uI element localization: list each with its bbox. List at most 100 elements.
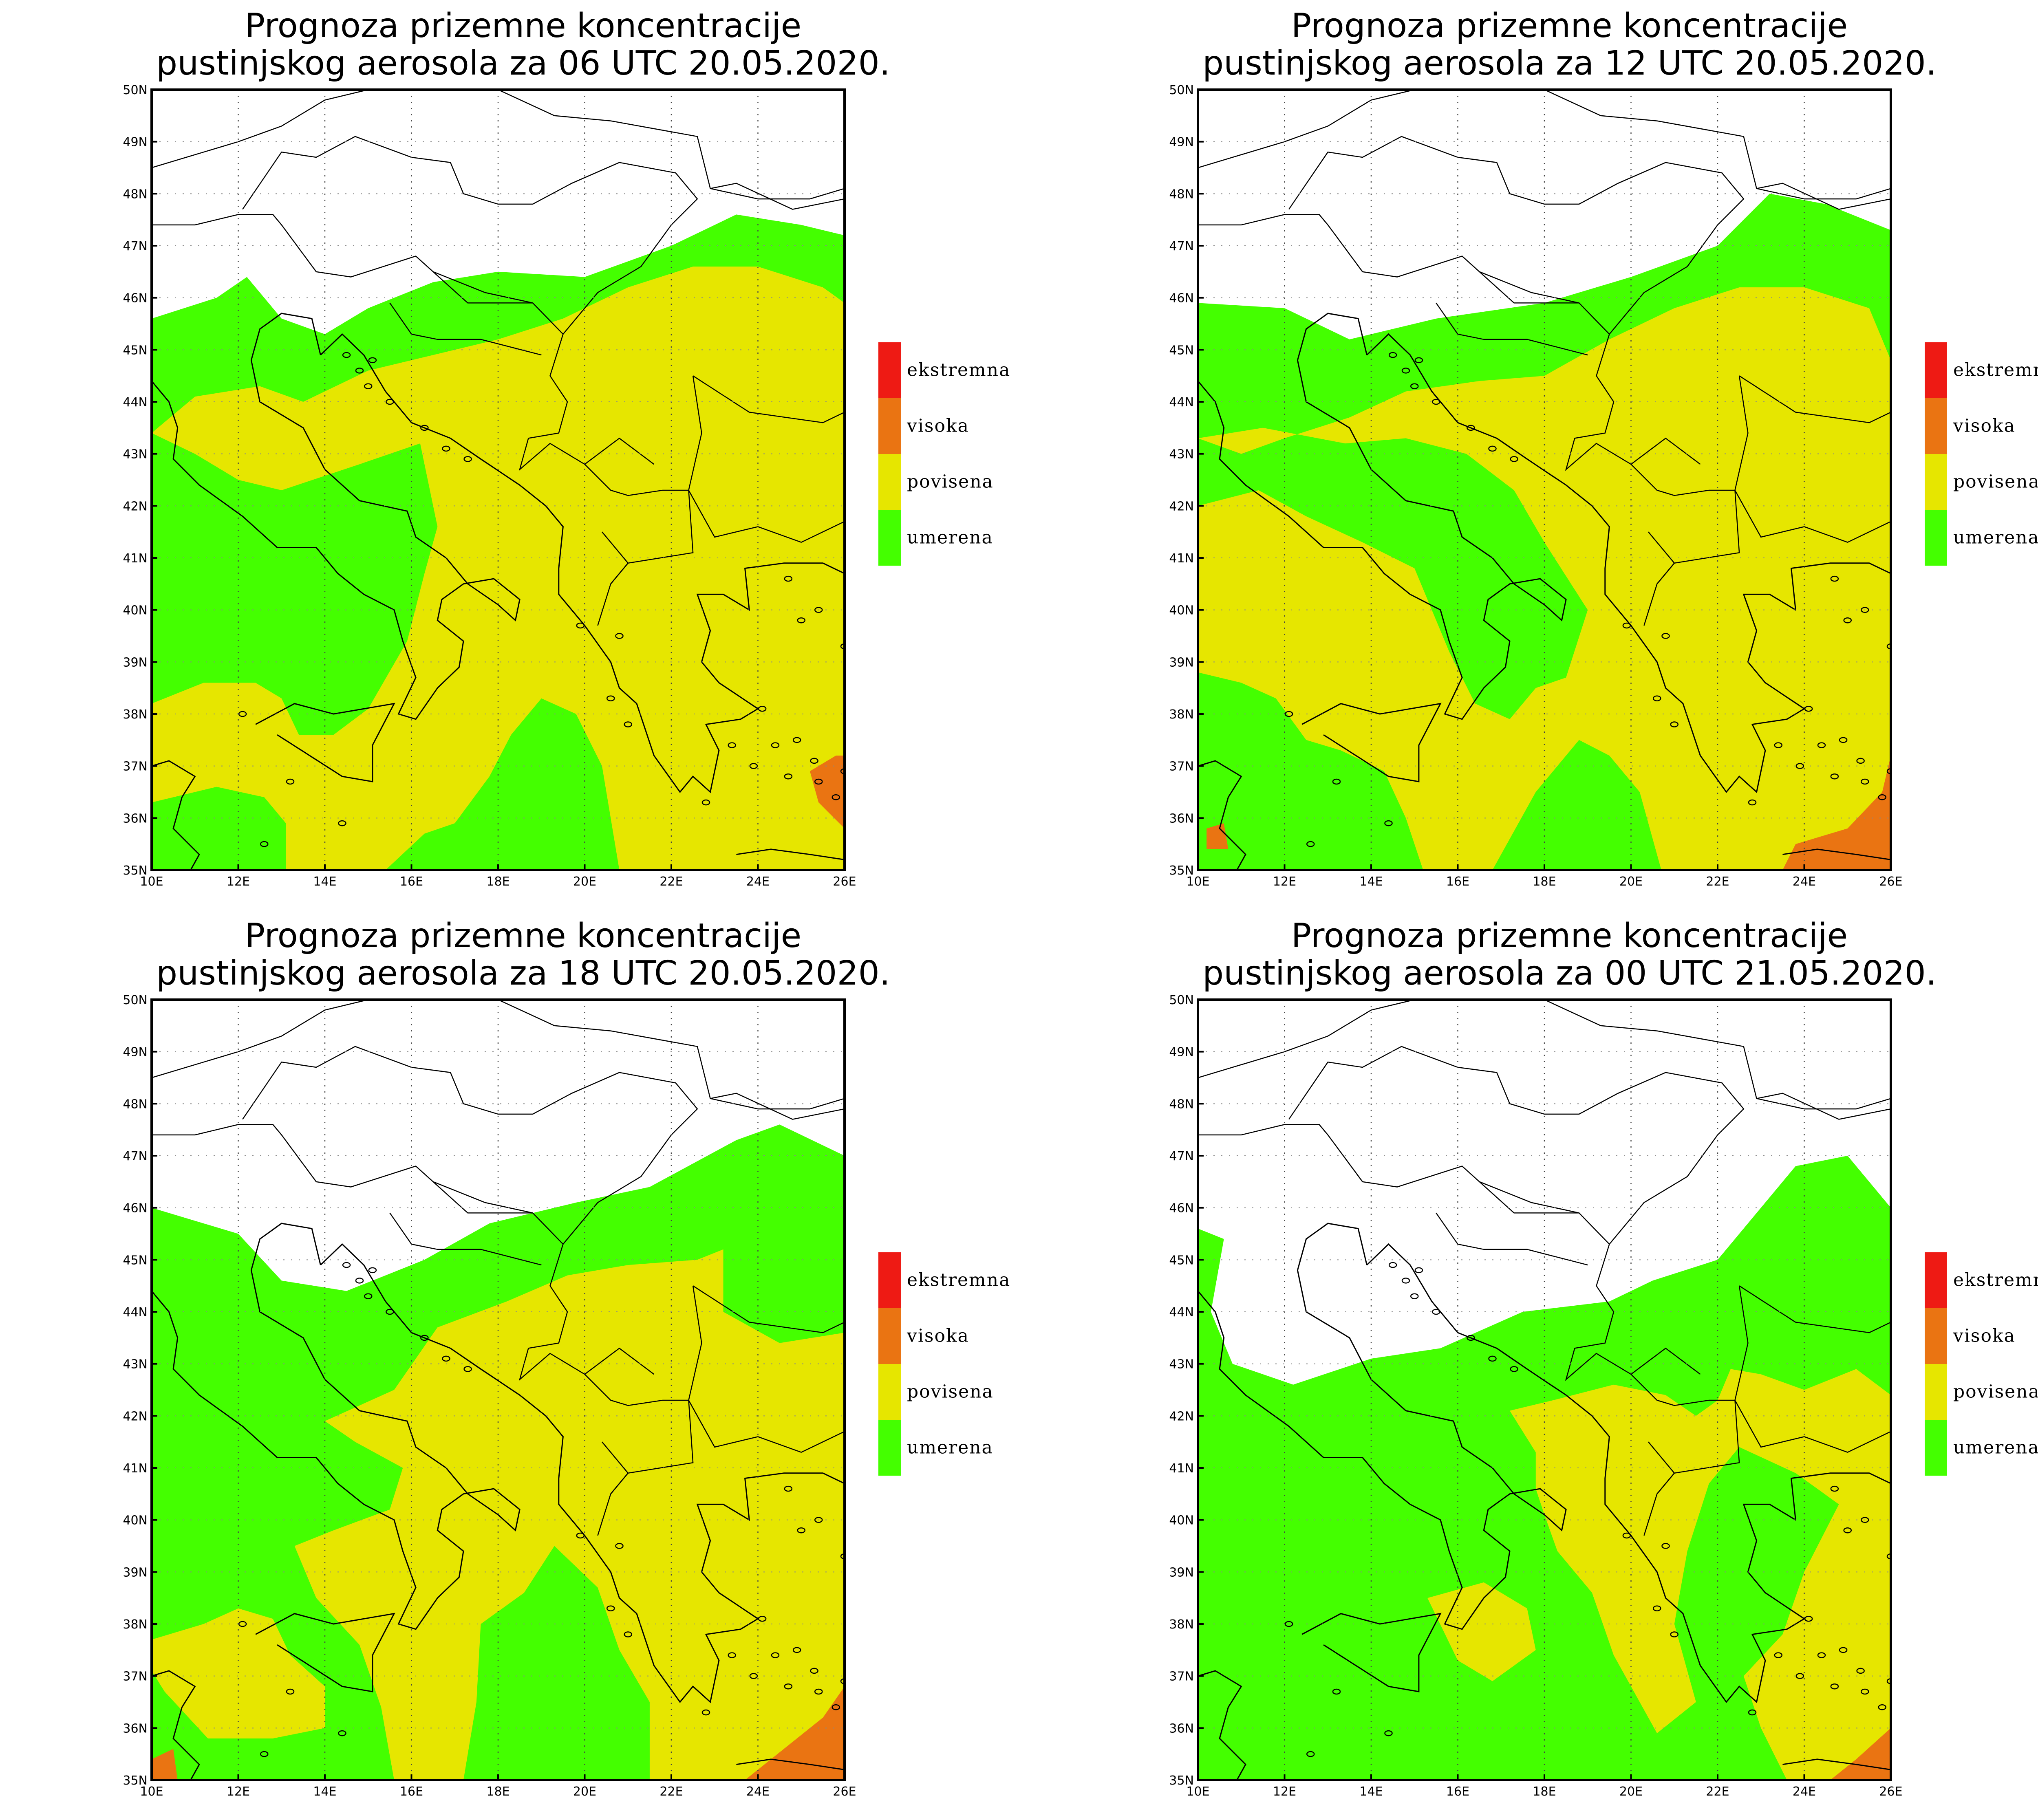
island	[1661, 1543, 1670, 1549]
island	[1839, 1647, 1848, 1653]
latitude-label: 43N	[123, 1357, 148, 1372]
island	[1817, 1652, 1826, 1658]
island	[840, 768, 845, 774]
latitude-label: 35N	[1169, 864, 1194, 878]
latitude-label: 40N	[1169, 1514, 1194, 1528]
island	[749, 763, 758, 769]
island	[624, 721, 632, 727]
island	[1795, 1673, 1804, 1679]
island	[758, 1615, 767, 1622]
latitude-label: 41N	[1169, 551, 1194, 566]
island	[701, 1709, 710, 1716]
island	[1748, 799, 1757, 806]
latitude-label: 47N	[1169, 1149, 1194, 1163]
latitude-label: 45N	[1169, 343, 1194, 357]
island	[1332, 778, 1341, 785]
island	[1878, 1704, 1886, 1710]
longitude-label: 24E	[746, 875, 770, 889]
legend-swatch-povisena	[878, 1364, 901, 1420]
latitude-label: 47N	[123, 1149, 148, 1163]
latitude-label: 39N	[123, 655, 148, 670]
legend-label-povisena: povisena	[907, 1382, 994, 1402]
legend-swatch-povisena	[878, 454, 901, 510]
panel-title-line2: pustinjskog aerosola za 00 UTC 21.05.202…	[1202, 954, 1937, 993]
legend-swatch-visoka	[1925, 1308, 1947, 1364]
border-line	[1198, 1124, 1740, 1536]
latitude-label: 36N	[1169, 811, 1194, 826]
longitude-label: 22E	[1706, 1785, 1729, 1799]
island	[1886, 1678, 1891, 1684]
border-line	[1739, 375, 1891, 423]
latitude-label: 42N	[123, 1409, 148, 1423]
border-line	[152, 90, 845, 200]
island	[286, 1688, 295, 1695]
island	[1817, 742, 1826, 748]
border-line	[602, 531, 629, 584]
legend-label-ekstremna: ekstremna	[1953, 1270, 2038, 1291]
island	[1861, 778, 1869, 785]
legend-label-umerena: umerena	[907, 527, 993, 548]
legend-label-ekstremna: ekstremna	[907, 1270, 1010, 1291]
island	[1510, 1366, 1518, 1372]
border-line	[152, 214, 694, 626]
latitude-label: 40N	[123, 1514, 148, 1528]
legend-swatch-visoka	[878, 398, 901, 454]
island	[386, 1309, 394, 1315]
border-line	[1288, 136, 1745, 335]
longitude-label: 24E	[746, 1785, 770, 1799]
legend-label-visoka: visoka	[1953, 416, 2016, 436]
povisena-area	[294, 1249, 845, 1780]
coastline	[255, 1613, 395, 1692]
island	[338, 820, 346, 826]
island	[810, 758, 818, 764]
forecast-panel-1220: Prognoza prizemne koncentracije pustinjs…	[1046, 0, 2038, 910]
panel-title-line1: Prognoza prizemne koncentracije	[245, 7, 802, 45]
island	[1384, 1730, 1393, 1736]
island	[1653, 695, 1661, 701]
island	[338, 1730, 346, 1736]
border-line	[1630, 1347, 1701, 1375]
longitude-label: 10E	[1186, 1785, 1209, 1799]
legend-label-povisena: povisena	[1953, 1382, 2038, 1402]
legend-swatch-ekstremna	[1925, 342, 1947, 398]
latitude-label: 44N	[123, 395, 148, 410]
longitude-label: 24E	[1793, 875, 1816, 889]
legend-swatch-ekstremna	[1925, 1252, 1947, 1308]
island	[355, 368, 364, 374]
longitude-label: 22E	[1706, 875, 1729, 889]
border-line	[1734, 376, 1891, 543]
latitude-label: 48N	[1169, 187, 1194, 201]
visoka-area	[152, 1749, 178, 1780]
border-line	[602, 1441, 629, 1494]
legend-label-umerena: umerena	[1953, 527, 2038, 548]
concentration-field	[152, 1000, 845, 1780]
legend-label-umerena: umerena	[1953, 1437, 2038, 1458]
border-line	[1436, 302, 1588, 356]
latitude-label: 35N	[123, 864, 148, 878]
island	[1306, 841, 1315, 847]
longitude-label: 20E	[1619, 875, 1643, 889]
forecast-panel-0021: Prognoza prizemne koncentracije pustinjs…	[1046, 910, 2038, 1820]
longitude-label: 12E	[227, 875, 250, 889]
longitude-label: 26E	[833, 875, 856, 889]
island	[784, 575, 793, 582]
latitude-label: 45N	[1169, 1253, 1194, 1267]
island	[784, 1485, 793, 1492]
border-line	[1198, 214, 1740, 626]
island	[1878, 794, 1886, 800]
coastline	[152, 313, 521, 720]
border-line	[433, 271, 533, 304]
island	[797, 617, 805, 624]
border-line	[1734, 1286, 1891, 1453]
island	[728, 1652, 736, 1658]
island	[1748, 1709, 1757, 1716]
island	[1284, 711, 1293, 717]
coastline	[1366, 333, 1891, 793]
island	[624, 1631, 632, 1637]
island	[814, 778, 823, 785]
latitude-label: 46N	[1169, 291, 1194, 306]
island	[1653, 1605, 1661, 1611]
legend-swatch-ekstremna	[878, 1252, 901, 1308]
visoka-area	[745, 1686, 845, 1780]
island	[420, 1335, 429, 1341]
